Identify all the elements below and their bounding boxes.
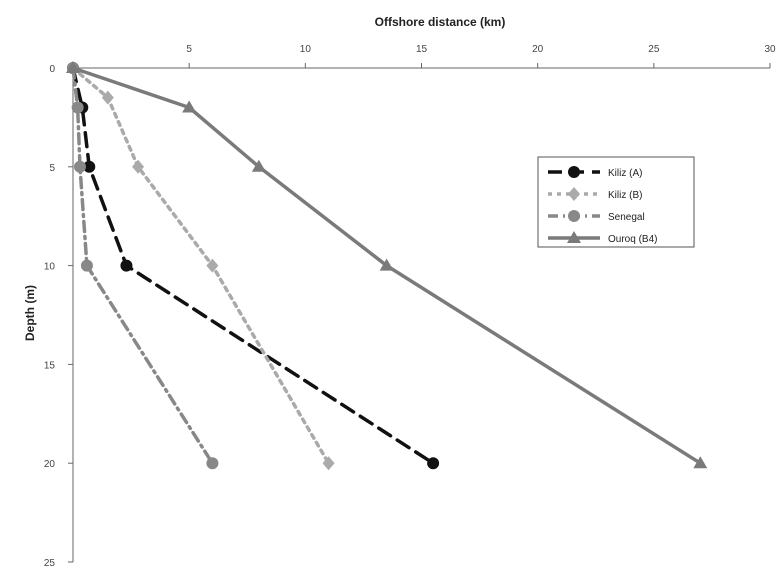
data-point-senegal	[206, 457, 219, 470]
y-tick-label: 10	[44, 262, 56, 273]
data-point-ouroq-b4	[379, 258, 394, 271]
series-line-senegal	[71, 66, 215, 465]
series-line-kiliz-b	[71, 66, 331, 465]
data-point-kiliz-a	[83, 160, 96, 173]
data-point-kiliz-b	[132, 159, 145, 174]
legend-label-kiliz-b: Kiliz (B)	[608, 190, 642, 201]
data-point-kiliz-b	[322, 456, 335, 471]
y-tick-label: 0	[49, 64, 55, 75]
data-point-kiliz-b	[101, 90, 114, 105]
y-tick-label: 15	[44, 360, 56, 371]
legend-marker-ouroq-b4	[567, 231, 581, 243]
y-tick-label: 25	[44, 558, 56, 569]
series-ouroq-b4	[66, 61, 708, 469]
x-tick-label: 20	[532, 44, 544, 55]
x-tick-label: 25	[648, 44, 660, 55]
legend-marker-senegal	[568, 210, 580, 222]
y-axis-title: Depth (m)	[23, 285, 37, 341]
x-axis-title: Offshore distance (km)	[375, 15, 506, 29]
y-tick-label: 5	[49, 163, 55, 174]
data-point-ouroq-b4	[182, 100, 197, 113]
legend-label-ouroq-b4: Ouroq (B4)	[608, 234, 657, 245]
x-tick-label: 10	[300, 44, 312, 55]
y-tick-label: 20	[44, 459, 56, 470]
series-layer	[66, 61, 708, 471]
y-ticks: 0 5 10 15 20 25	[44, 64, 73, 569]
data-point-ouroq-b4	[66, 61, 80, 73]
legend-label-kiliz-a: Kiliz (A)	[608, 168, 642, 179]
x-tick-label: 30	[764, 44, 776, 55]
data-point-senegal	[71, 101, 84, 114]
series-senegal	[67, 62, 219, 470]
legend-label-senegal: Senegal	[608, 212, 645, 223]
data-point-kiliz-a	[120, 259, 133, 272]
legend-box	[537, 156, 695, 248]
data-point-senegal	[80, 259, 93, 272]
series-kiliz-b	[67, 61, 335, 471]
data-point-kiliz-b	[206, 258, 219, 273]
data-point-senegal	[73, 160, 86, 173]
legend-marker-kiliz-a	[568, 166, 580, 178]
data-point-ouroq-b4	[251, 159, 266, 172]
legend: Kiliz (A) Kiliz (B) Senegal Ouroq (B4)	[537, 156, 695, 248]
data-point-kiliz-a	[427, 457, 440, 470]
data-point-ouroq-b4	[693, 456, 708, 469]
x-tick-label: 5	[186, 44, 192, 55]
legend-marker-kiliz-b	[568, 187, 580, 201]
x-ticks: 5 10 15 20 25 30	[72, 44, 776, 68]
x-tick-label: 15	[416, 44, 428, 55]
